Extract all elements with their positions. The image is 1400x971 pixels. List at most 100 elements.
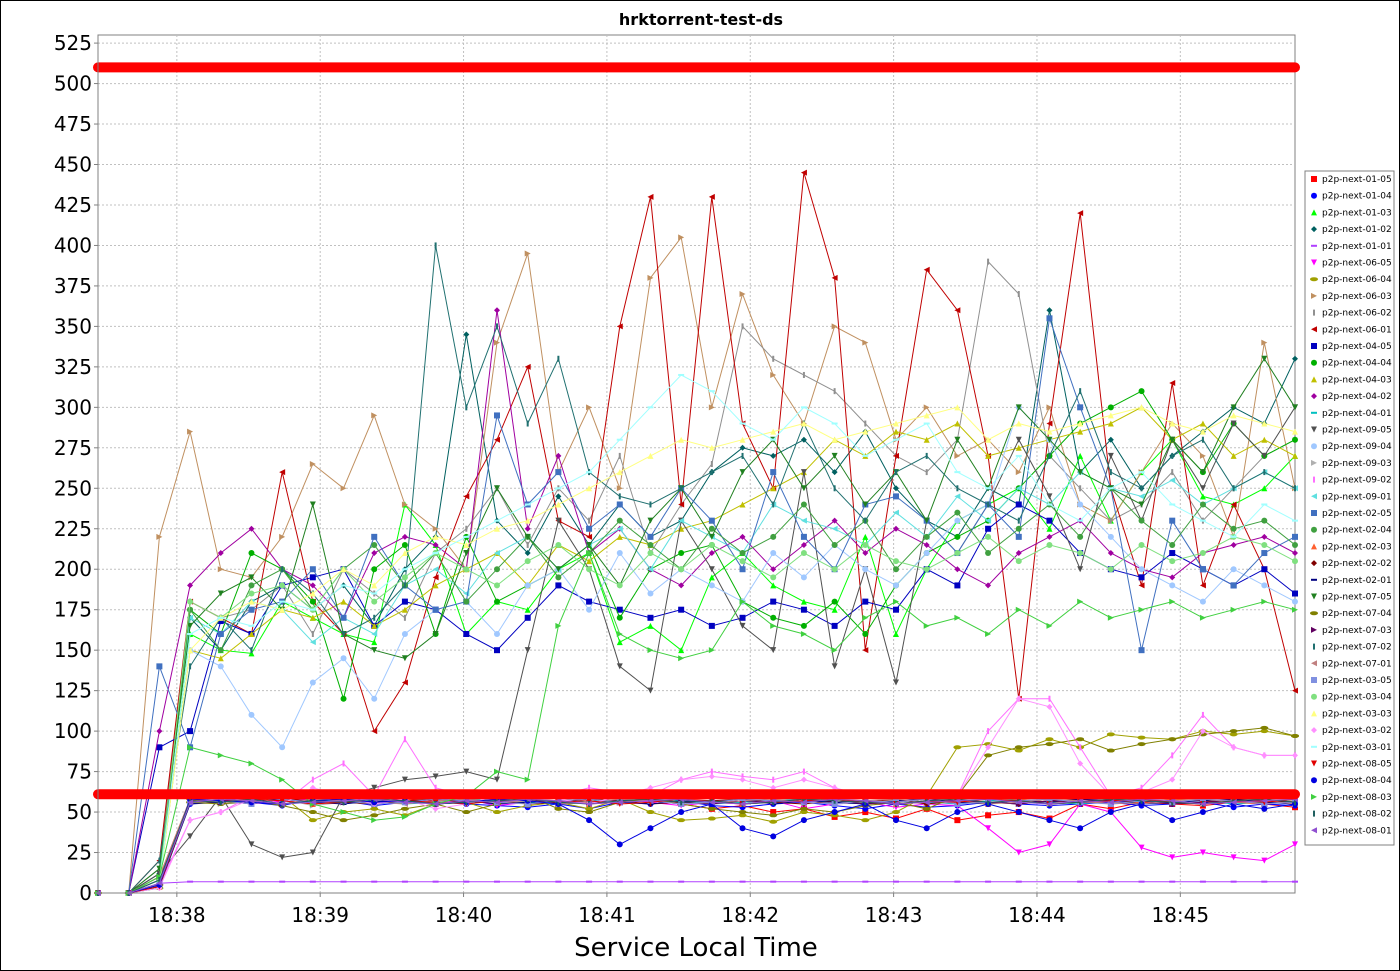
data-point — [985, 452, 992, 459]
data-point — [708, 533, 715, 540]
data-point — [1107, 880, 1114, 883]
data-point — [1046, 880, 1053, 883]
data-point — [371, 639, 378, 646]
data-point — [494, 598, 500, 605]
data-point — [708, 880, 715, 883]
data-point — [616, 663, 623, 670]
y-tick-label: 225 — [54, 517, 92, 541]
data-point — [371, 541, 378, 548]
data-point — [800, 574, 807, 581]
data-point — [1107, 550, 1114, 557]
data-point — [923, 436, 930, 443]
data-point — [1138, 800, 1145, 807]
data-point — [1261, 485, 1268, 492]
data-point — [616, 469, 623, 476]
legend-swatch — [1311, 326, 1317, 333]
y-tick-label: 250 — [54, 476, 92, 500]
legend-swatch — [1311, 176, 1317, 182]
data-point — [772, 799, 775, 806]
data-point — [524, 517, 531, 524]
data-point — [555, 493, 562, 500]
x-tick-label: 18:41 — [578, 903, 636, 927]
data-point — [217, 616, 224, 619]
data-point — [770, 428, 777, 435]
data-point — [831, 274, 838, 281]
data-point — [1229, 729, 1238, 734]
data-point — [371, 582, 378, 589]
data-point — [432, 805, 439, 812]
data-point — [1046, 517, 1053, 524]
data-point — [217, 630, 224, 637]
y-axis: 0 25 50 75 100 125 150 175 200 225 250 275 300 325 350… — [54, 31, 99, 905]
data-point — [954, 436, 961, 443]
data-point — [217, 618, 224, 625]
legend-item: p2p-next-04-01 — [1311, 409, 1392, 419]
data-point — [1292, 428, 1298, 435]
data-point — [1199, 501, 1206, 508]
data-point — [800, 550, 807, 557]
data-point — [187, 880, 194, 883]
series-line — [98, 798, 1296, 894]
data-point — [1046, 703, 1053, 710]
data-point — [1138, 647, 1145, 654]
data-point — [524, 582, 531, 589]
data-point — [708, 517, 715, 524]
data-point — [707, 816, 716, 821]
data-point — [678, 566, 685, 573]
data-point — [647, 541, 654, 548]
data-point — [1015, 550, 1022, 557]
data-point — [340, 598, 347, 605]
data-point — [1199, 598, 1206, 605]
data-point — [1107, 799, 1114, 806]
data-point — [248, 550, 255, 557]
legend-label: p2p-next-02-03 — [1322, 542, 1392, 552]
data-point — [555, 622, 562, 629]
data-point — [831, 541, 838, 548]
data-point — [1015, 606, 1022, 613]
data-point — [647, 193, 654, 200]
data-point — [371, 817, 378, 824]
data-point — [1017, 797, 1020, 804]
data-point — [524, 250, 531, 257]
data-point — [831, 606, 838, 613]
data-point — [862, 598, 869, 605]
data-point — [769, 819, 778, 824]
y-tick-label: 25 — [67, 841, 92, 865]
data-point — [585, 810, 594, 815]
legend-item: p2p-next-06-03 — [1311, 292, 1392, 302]
data-point — [1199, 880, 1206, 883]
legend-item: p2p-next-04-03 — [1311, 375, 1392, 385]
data-point — [526, 420, 529, 427]
data-point — [463, 566, 470, 573]
data-point — [956, 485, 959, 492]
data-point — [432, 582, 439, 589]
data-point — [1261, 503, 1268, 506]
data-point — [708, 574, 715, 581]
data-point — [1199, 428, 1206, 435]
data-point — [953, 745, 962, 750]
legend-item: p2p-next-06-05 — [1311, 259, 1392, 269]
data-point — [403, 582, 406, 589]
data-point — [741, 773, 744, 780]
data-point — [187, 632, 194, 635]
legend-item: p2p-next-06-02 — [1313, 309, 1392, 319]
data-point — [250, 647, 253, 654]
data-point — [309, 574, 316, 581]
y-tick-label: 300 — [54, 395, 92, 419]
legend-item: p2p-next-03-02 — [1311, 726, 1392, 736]
data-point — [309, 679, 316, 686]
legend-label: p2p-next-01-03 — [1322, 208, 1392, 218]
data-point — [401, 568, 408, 571]
data-point — [770, 371, 777, 378]
data-point — [678, 373, 685, 376]
data-point — [1291, 733, 1299, 738]
data-point — [371, 566, 378, 573]
data-point — [987, 501, 990, 508]
x-axis: 18:38 18:39 18:40 18:41 18:42 18:43 18:44 18:45 — [98, 892, 1295, 927]
y-tick-label: 200 — [54, 557, 92, 581]
legend-label: p2p-next-09-01 — [1322, 492, 1392, 502]
data-point — [463, 331, 470, 338]
data-point — [401, 630, 408, 637]
data-point — [187, 744, 194, 751]
data-point — [985, 812, 992, 819]
